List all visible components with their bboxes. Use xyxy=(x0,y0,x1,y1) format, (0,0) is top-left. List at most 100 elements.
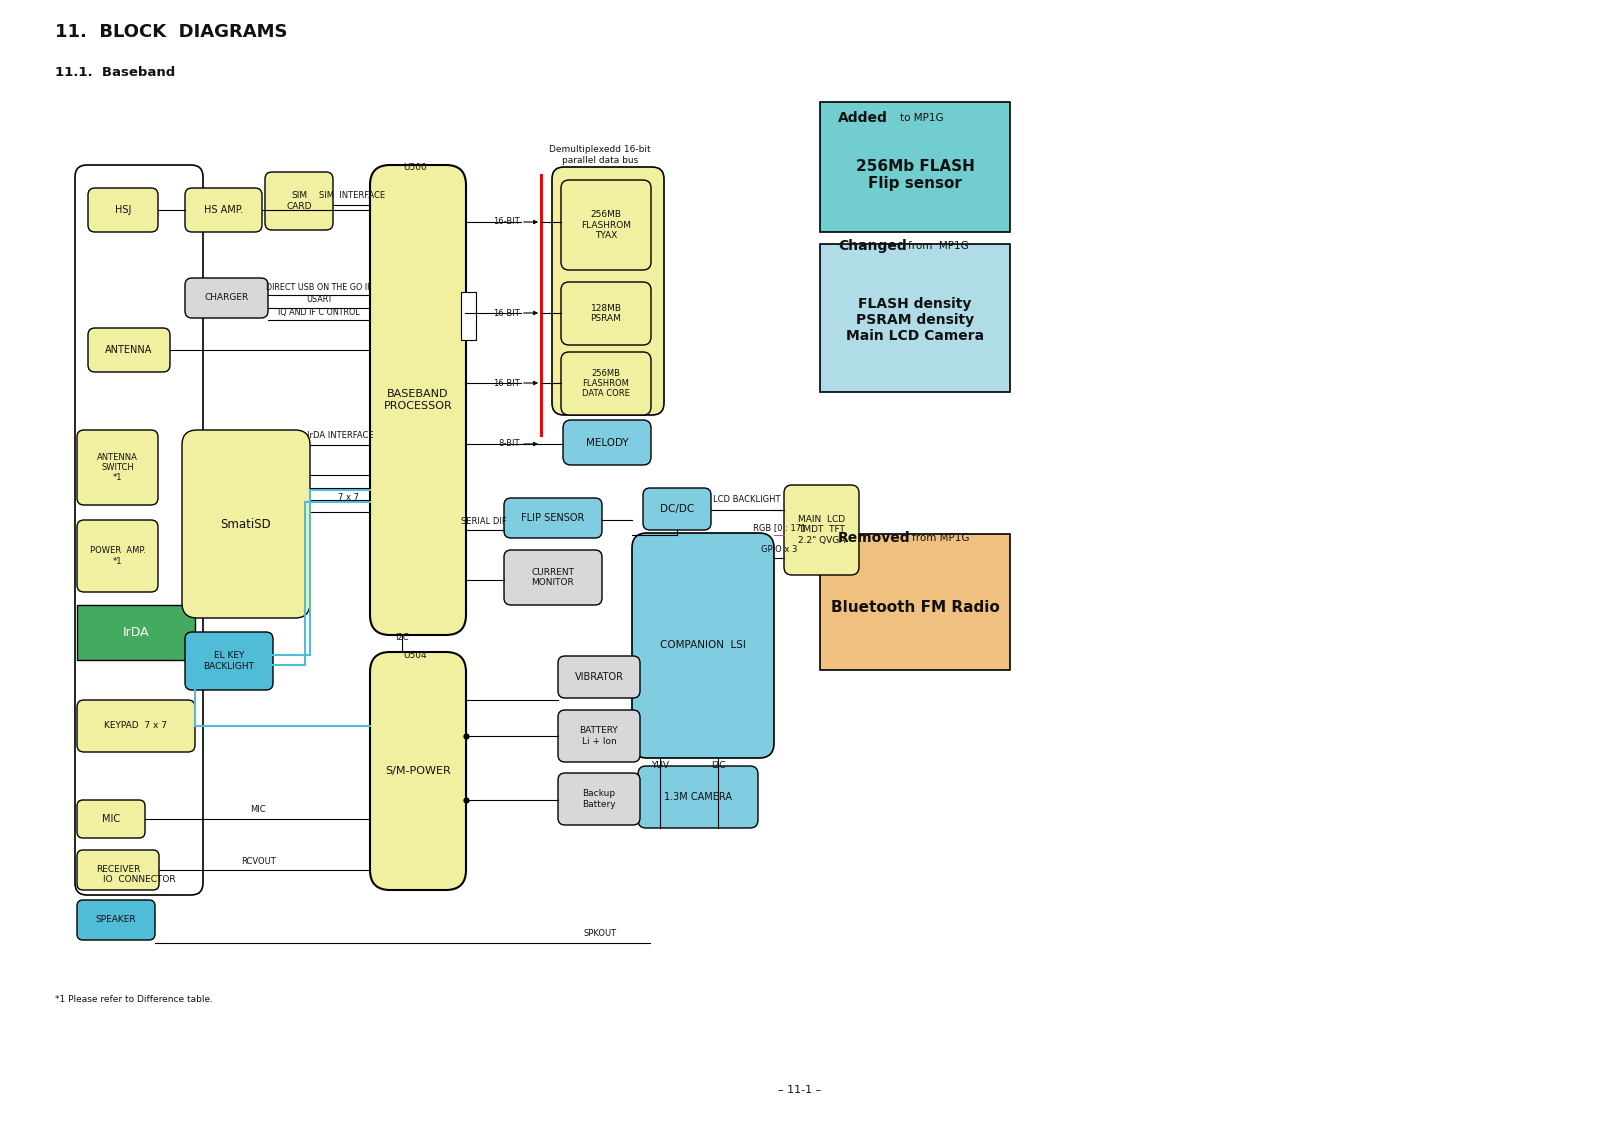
Text: RECEIVER: RECEIVER xyxy=(96,866,141,875)
Bar xyxy=(461,292,477,340)
FancyBboxPatch shape xyxy=(504,550,602,604)
FancyBboxPatch shape xyxy=(77,520,158,592)
Text: MIC: MIC xyxy=(102,814,120,824)
FancyBboxPatch shape xyxy=(558,657,640,698)
Text: I2C: I2C xyxy=(395,634,410,643)
Text: IrDA: IrDA xyxy=(123,626,149,638)
Text: S/M-POWER: S/M-POWER xyxy=(386,766,451,777)
Text: FLASH density
PSRAM density
Main LCD Camera: FLASH density PSRAM density Main LCD Cam… xyxy=(846,297,984,343)
Text: 128MB
PSRAM: 128MB PSRAM xyxy=(590,303,621,324)
FancyBboxPatch shape xyxy=(562,282,651,345)
Text: EL KEY
BACKLIGHT: EL KEY BACKLIGHT xyxy=(203,651,254,670)
Text: Demultiplexedd 16-bit
parallel data bus: Demultiplexedd 16-bit parallel data bus xyxy=(549,145,651,164)
Text: 256MB
FLASHROM
DATA CORE: 256MB FLASHROM DATA CORE xyxy=(582,369,630,398)
FancyBboxPatch shape xyxy=(558,773,640,825)
FancyBboxPatch shape xyxy=(266,172,333,230)
Text: IO  CONNECTOR: IO CONNECTOR xyxy=(102,875,176,884)
Text: from  MP1G: from MP1G xyxy=(909,241,968,251)
FancyBboxPatch shape xyxy=(77,850,158,890)
FancyBboxPatch shape xyxy=(563,420,651,465)
Text: U504: U504 xyxy=(403,651,427,660)
Text: SPEAKER: SPEAKER xyxy=(96,916,136,925)
Text: 11.  BLOCK  DIAGRAMS: 11. BLOCK DIAGRAMS xyxy=(54,23,288,41)
Text: ANTENNA
SWITCH
*1: ANTENNA SWITCH *1 xyxy=(98,453,138,482)
Text: I2C: I2C xyxy=(710,761,725,770)
FancyBboxPatch shape xyxy=(77,800,146,838)
Text: ANTENNA: ANTENNA xyxy=(106,345,152,355)
FancyBboxPatch shape xyxy=(562,180,651,271)
FancyBboxPatch shape xyxy=(186,188,262,232)
Text: DIRECT USB ON THE GO IF: DIRECT USB ON THE GO IF xyxy=(266,283,371,292)
Text: POWER  AMP.
*1: POWER AMP. *1 xyxy=(90,547,146,566)
Text: – 11-1 –: – 11-1 – xyxy=(778,1084,822,1095)
Text: IQ AND IF C ONTROL: IQ AND IF C ONTROL xyxy=(278,309,360,317)
FancyBboxPatch shape xyxy=(632,533,774,758)
Text: 16-BIT: 16-BIT xyxy=(493,378,520,387)
Text: 16-BIT: 16-BIT xyxy=(493,309,520,317)
Bar xyxy=(819,102,1010,232)
Bar xyxy=(77,604,195,660)
Text: CHARGER: CHARGER xyxy=(205,293,248,302)
FancyBboxPatch shape xyxy=(75,165,203,895)
Text: to MP1G: to MP1G xyxy=(899,113,944,123)
Text: BATTERY
Li + Ion: BATTERY Li + Ion xyxy=(579,727,618,746)
Text: MIC: MIC xyxy=(250,806,266,815)
FancyBboxPatch shape xyxy=(370,652,466,890)
Text: U500: U500 xyxy=(403,163,427,172)
FancyBboxPatch shape xyxy=(182,430,310,618)
Text: Bluetooth FM Radio: Bluetooth FM Radio xyxy=(830,600,1000,616)
Text: RCVOUT: RCVOUT xyxy=(240,857,275,866)
Text: SPKOUT: SPKOUT xyxy=(584,928,616,937)
Text: YUV: YUV xyxy=(651,761,669,770)
FancyBboxPatch shape xyxy=(558,710,640,762)
Text: Backup
Battery: Backup Battery xyxy=(582,789,616,808)
Text: VIBRATOR: VIBRATOR xyxy=(574,672,624,681)
Text: FLIP SENSOR: FLIP SENSOR xyxy=(522,513,584,523)
Text: GPIO x 3: GPIO x 3 xyxy=(762,546,797,555)
FancyBboxPatch shape xyxy=(504,498,602,538)
FancyBboxPatch shape xyxy=(77,700,195,752)
FancyBboxPatch shape xyxy=(643,488,710,530)
Text: HSJ: HSJ xyxy=(115,205,131,215)
Text: LCD BACKLIGHT: LCD BACKLIGHT xyxy=(714,496,781,505)
Text: RGB [0 : 17]: RGB [0 : 17] xyxy=(754,523,805,532)
Text: MAIN  LCD
TMDT  TFT
2.2" QVGA: MAIN LCD TMDT TFT 2.2" QVGA xyxy=(798,515,845,544)
Text: 256MB
FLASHROM
TYAX: 256MB FLASHROM TYAX xyxy=(581,211,630,240)
FancyBboxPatch shape xyxy=(77,900,155,940)
FancyBboxPatch shape xyxy=(77,430,158,505)
FancyBboxPatch shape xyxy=(784,484,859,575)
Text: COMPANION  LSI: COMPANION LSI xyxy=(661,641,746,651)
Text: 8-BIT: 8-BIT xyxy=(499,439,520,448)
Text: SIM  INTERFACE: SIM INTERFACE xyxy=(318,190,386,199)
Text: SIM
CARD: SIM CARD xyxy=(286,191,312,211)
Text: USART: USART xyxy=(306,295,333,305)
Text: SERIAL DIF: SERIAL DIF xyxy=(461,516,507,525)
Text: HS AMP.: HS AMP. xyxy=(203,205,243,215)
Text: 11.1.  Baseband: 11.1. Baseband xyxy=(54,66,176,78)
FancyBboxPatch shape xyxy=(638,766,758,827)
Text: KEYPAD  7 x 7: KEYPAD 7 x 7 xyxy=(104,721,168,730)
Text: *1 Please refer to Difference table.: *1 Please refer to Difference table. xyxy=(54,995,213,1004)
Text: 256Mb FLASH
Flip sensor: 256Mb FLASH Flip sensor xyxy=(856,158,974,191)
Text: IrDA INTERFACE: IrDA INTERFACE xyxy=(307,431,373,440)
FancyBboxPatch shape xyxy=(562,352,651,415)
Text: 1.3M CAMERA: 1.3M CAMERA xyxy=(664,792,733,801)
Text: CURRENT
MONITOR: CURRENT MONITOR xyxy=(531,568,574,588)
FancyBboxPatch shape xyxy=(370,165,466,635)
Text: 16-BIT: 16-BIT xyxy=(493,217,520,226)
Text: SmatiSD: SmatiSD xyxy=(221,517,272,531)
Text: MELODY: MELODY xyxy=(586,437,629,447)
Text: Changed: Changed xyxy=(838,239,907,252)
FancyBboxPatch shape xyxy=(552,168,664,415)
Text: Added: Added xyxy=(838,111,888,125)
FancyBboxPatch shape xyxy=(186,278,269,318)
Text: BASEBAND
PROCESSOR: BASEBAND PROCESSOR xyxy=(384,389,453,411)
Bar xyxy=(819,534,1010,670)
Bar xyxy=(819,245,1010,392)
Text: from MP1G: from MP1G xyxy=(912,533,970,543)
Text: DC/DC: DC/DC xyxy=(659,504,694,514)
FancyBboxPatch shape xyxy=(186,632,274,691)
FancyBboxPatch shape xyxy=(88,188,158,232)
FancyBboxPatch shape xyxy=(88,328,170,372)
Text: 7 x 7: 7 x 7 xyxy=(338,492,358,501)
